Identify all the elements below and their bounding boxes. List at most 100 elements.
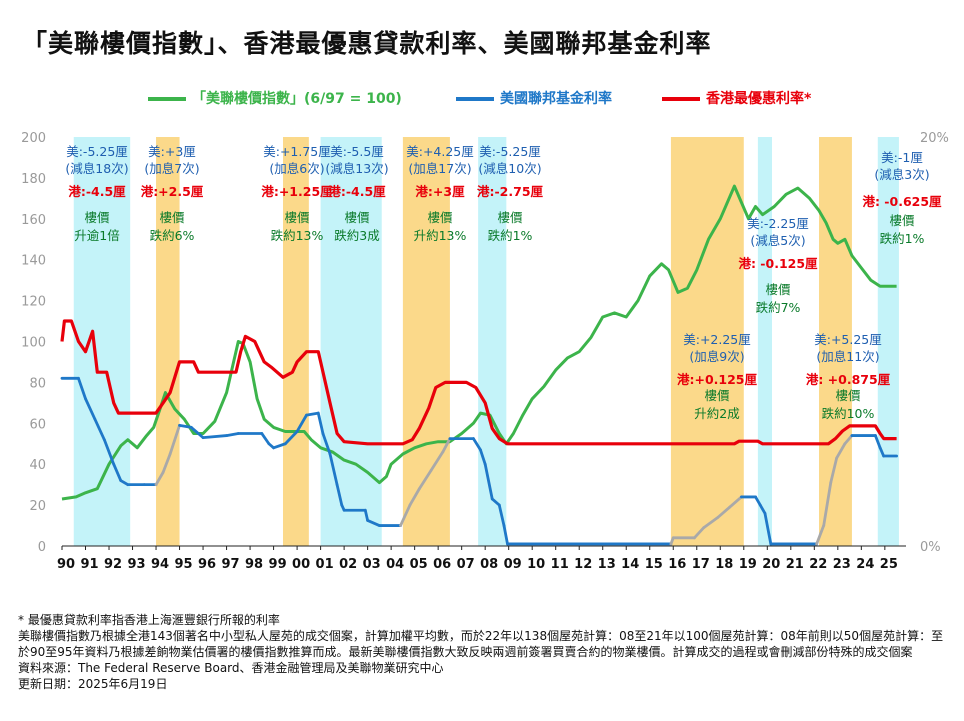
x-tick-label: 91 xyxy=(80,557,98,572)
annotation-price-change: 樓價 xyxy=(427,210,453,225)
band-hike-2 xyxy=(282,137,309,546)
chart-title: 「美聯樓價指數」、香港最優惠貸款利率、美國聯邦基金利率 xyxy=(22,29,712,58)
series-fed-rate-line-segment xyxy=(161,452,172,474)
x-tick-label: 15 xyxy=(645,557,663,572)
series-fed-rate-line-segment xyxy=(479,448,487,466)
y-right-tick-label: 20% xyxy=(920,131,949,146)
x-tick-label: 10 xyxy=(527,557,545,572)
series-fed-rate-line-segment xyxy=(112,462,123,482)
footnote-source: 資料來源：The Federal Reserve Board、香港金融管理局及美… xyxy=(18,661,444,675)
band-cut-5 xyxy=(478,137,507,546)
annotation-price-change: 樓價 xyxy=(84,210,110,225)
series-fed-rate-line-segment xyxy=(93,417,106,442)
x-tick-label: 18 xyxy=(715,557,733,572)
series-prime-rate-line xyxy=(60,319,897,446)
footnote-prime-definition: * 最優惠貸款利率指香港上海滙豐銀行所報的利率 xyxy=(18,613,280,627)
x-tick-label: 01 xyxy=(316,557,334,572)
annotation-price-change: 跌約1% xyxy=(488,228,533,243)
x-tick-label: 94 xyxy=(151,557,169,572)
series-fed-rate-line-segment xyxy=(429,450,445,472)
legend-swatch-red xyxy=(662,97,700,101)
y-left-tick-label: 120 xyxy=(21,295,46,310)
annotation-price-change: 樓價 xyxy=(497,210,523,225)
series-fed-rate-line-segment xyxy=(178,423,193,429)
annotation-us-rate: 美:-5.5厘 xyxy=(330,144,384,159)
series-fed-rate-line-segment xyxy=(502,524,509,546)
series-fed-rate-line-segment xyxy=(693,526,706,540)
series-fed-rate-line-segment xyxy=(417,468,433,491)
annotation-hk-rate: 港:+2.5厘 xyxy=(141,184,204,199)
x-tick-label: 00 xyxy=(292,557,310,572)
x-tick-label: 95 xyxy=(175,557,193,572)
x-tick-label: 06 xyxy=(433,557,451,572)
series-fed-rate-line-segment xyxy=(366,519,381,527)
annotation-us-rate: (加息17次) xyxy=(408,161,471,176)
annotation-us-rate: 美:+1.75厘 xyxy=(263,144,331,159)
annotation-price-change: 樓價 xyxy=(765,282,791,297)
annotation-us-rate: (減息5次) xyxy=(750,233,805,248)
x-tick-label: 16 xyxy=(668,557,686,572)
band-cut-9 xyxy=(877,137,899,546)
series-fed-rate-line-segment xyxy=(490,497,501,507)
x-tick-label: 97 xyxy=(222,557,240,572)
x-tick-label: 90 xyxy=(57,557,75,572)
footnote-methodology: 美聯樓價指數乃根據全港143個著名中小型私人屋苑的成交個案，計算加權平均數，而於… xyxy=(18,629,944,659)
x-tick-label: 93 xyxy=(127,557,145,572)
series-fed-rate-line-segment xyxy=(843,434,854,446)
x-tick-label: 03 xyxy=(363,557,381,572)
x-tick-label: 17 xyxy=(692,557,710,572)
series-fed-rate-line-segment xyxy=(335,483,344,507)
annotation-us-rate: 美:+3厘 xyxy=(148,144,196,159)
annotation-price-change: 樓價 xyxy=(889,213,915,228)
annotation-us-rate: 美:-5.25厘 xyxy=(66,144,128,159)
annotation-price-change: 樓價 xyxy=(704,388,730,403)
series-fed-rate-line-segment xyxy=(363,508,370,522)
y-left-tick-label: 60 xyxy=(29,417,46,432)
x-tick-label: 08 xyxy=(480,557,498,572)
legend-label-fed-rate: 美國聯邦基金利率 xyxy=(500,91,612,107)
y-left-tick-label: 20 xyxy=(29,499,46,514)
x-tick-label: 19 xyxy=(739,557,757,572)
y-left-tick-label: 180 xyxy=(21,172,46,187)
annotation-hk-rate: 港: -0.625厘 xyxy=(862,194,942,209)
series-fed-rate-line-segment xyxy=(305,411,320,417)
series-fed-rate-line-segment xyxy=(728,495,743,509)
x-tick-label: 02 xyxy=(339,557,357,572)
series-fed-rate-line-segment xyxy=(225,432,240,437)
x-tick-label: 09 xyxy=(504,557,522,572)
x-tick-label: 21 xyxy=(786,557,804,572)
annotation-hk-rate: 港:+3厘 xyxy=(415,184,465,199)
y-left-tick-label: 160 xyxy=(21,213,46,228)
series-fed-rate-line-segment xyxy=(283,430,299,446)
series-fed-rate-line-segment xyxy=(754,495,762,507)
x-tick-label: 24 xyxy=(856,557,874,572)
annotation-us-rate: 美:-5.25厘 xyxy=(479,144,541,159)
annotation-us-rate: 美:-1厘 xyxy=(881,150,923,165)
x-tick-label: 14 xyxy=(621,557,639,572)
annotation-hk-rate: 港: -0.125厘 xyxy=(738,256,818,271)
x-tick-label: 22 xyxy=(809,557,827,572)
y-left-tick-label: 100 xyxy=(21,336,46,351)
annotation-us-rate: (加息11次) xyxy=(816,349,879,364)
annotation-price-change: 跌約10% xyxy=(822,406,875,421)
annotation-us-rate: (加息6次) xyxy=(269,161,324,176)
annotation-price-change: 樓價 xyxy=(835,388,861,403)
band-hike-8 xyxy=(819,137,852,546)
series-fed-rate-line-segment xyxy=(822,481,833,527)
annotation-hk-rate: 港:+0.125厘 xyxy=(677,372,758,387)
annotation-hk-rate: 港: +0.875厘 xyxy=(806,372,891,387)
annotation-price-change: 升約13% xyxy=(414,228,467,243)
series-fed-rate-line-segment xyxy=(702,515,720,529)
series-fed-rate-line-segment xyxy=(497,503,506,527)
annotation-price-change: 跌約1% xyxy=(880,231,925,246)
x-tick-label: 25 xyxy=(880,557,898,572)
x-tick-label: 04 xyxy=(386,557,404,572)
annotation-us-rate: (減息13次) xyxy=(325,161,388,176)
series-fed-rate-line-segment xyxy=(399,503,412,527)
legend-swatch-green xyxy=(148,97,186,101)
annotation-us-rate: 美:+5.25厘 xyxy=(814,332,882,347)
series-fed-rate-line-segment xyxy=(84,397,97,421)
annotation-us-rate: (加息7次) xyxy=(144,161,199,176)
annotation-price-change: 跌約13% xyxy=(271,228,324,243)
x-tick-label: 12 xyxy=(574,557,592,572)
